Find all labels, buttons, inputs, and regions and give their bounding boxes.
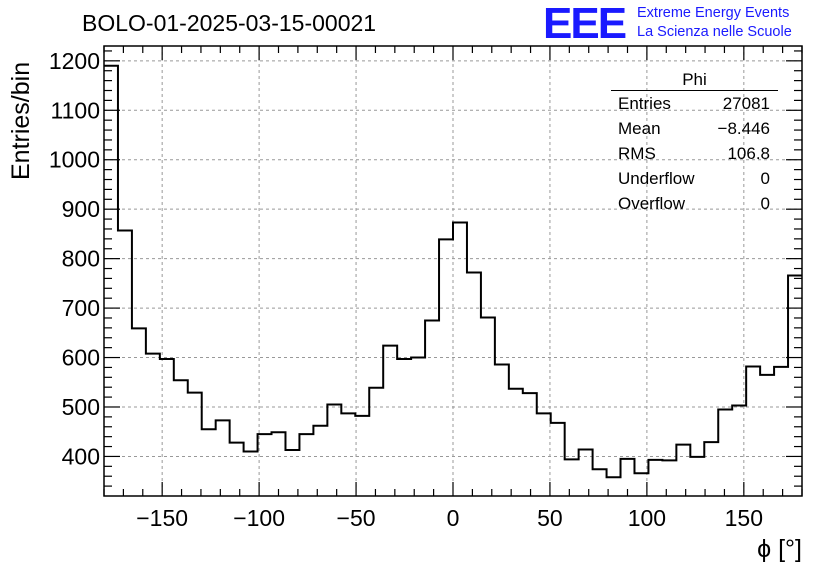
stats-value: 106.8 — [727, 144, 770, 163]
stats-value: 0 — [760, 194, 770, 213]
x-tick-label: 150 — [725, 505, 763, 531]
y-tick-label: 600 — [62, 345, 100, 371]
y-tick-label: 700 — [62, 295, 100, 321]
y-tick-label: 800 — [62, 246, 100, 272]
stats-row-mean: Mean −8.446 — [611, 116, 778, 141]
y-tick-label: 1000 — [49, 147, 100, 173]
x-tick-label: −50 — [337, 505, 376, 531]
x-tick-labels: −150 −100 −50 0 50 100 150 — [136, 505, 763, 531]
y-tick-label: 1100 — [51, 97, 100, 123]
logo-caption: Extreme Energy Events La Scienza nelle S… — [637, 4, 792, 42]
stats-value: 0 — [760, 169, 770, 188]
logo-caption-line2: La Scienza nelle Scuole — [637, 24, 792, 40]
y-tick-label: 400 — [62, 443, 100, 469]
stats-box: Phi Entries 27081 Mean −8.446 RMS 106.8 … — [611, 70, 778, 216]
stats-row-entries: Entries 27081 — [611, 91, 778, 116]
stats-label: Underflow — [618, 169, 695, 188]
y-axis-label: Entries/bin — [7, 61, 35, 180]
stats-value: −8.446 — [717, 119, 770, 138]
logo-caption-line1: Extreme Energy Events — [637, 5, 790, 21]
axis-ticks — [103, 46, 803, 496]
stats-row-rms: RMS 106.8 — [611, 141, 778, 166]
stats-row-overflow: Overflow 0 — [611, 191, 778, 216]
y-tick-label: 900 — [62, 196, 100, 222]
x-axis-label: ϕ [°] — [757, 535, 802, 563]
stats-label: RMS — [618, 144, 656, 163]
y-tick-label: 500 — [62, 394, 100, 420]
chart-title: BOLO-01-2025-03-15-00021 — [82, 10, 377, 36]
histogram-line — [104, 64, 802, 479]
x-tick-label: −150 — [136, 505, 188, 531]
eee-logo-icon: EEE — [543, 0, 627, 48]
x-tick-label: 100 — [628, 505, 666, 531]
stats-box-title: Phi — [611, 70, 778, 91]
stats-value: 27081 — [722, 94, 770, 113]
y-tick-labels: 400 500 600 700 800 900 1000 1100 1200 — [49, 48, 100, 470]
stats-label: Mean — [618, 119, 661, 138]
x-tick-label: −100 — [233, 505, 285, 531]
grid-lines — [104, 46, 802, 496]
stats-row-underflow: Underflow 0 — [611, 166, 778, 191]
y-tick-label: 1200 — [49, 48, 100, 74]
x-tick-label: 50 — [537, 505, 563, 531]
x-tick-label: 0 — [447, 505, 460, 531]
stats-label: Overflow — [618, 194, 686, 213]
stats-label: Entries — [618, 94, 671, 113]
